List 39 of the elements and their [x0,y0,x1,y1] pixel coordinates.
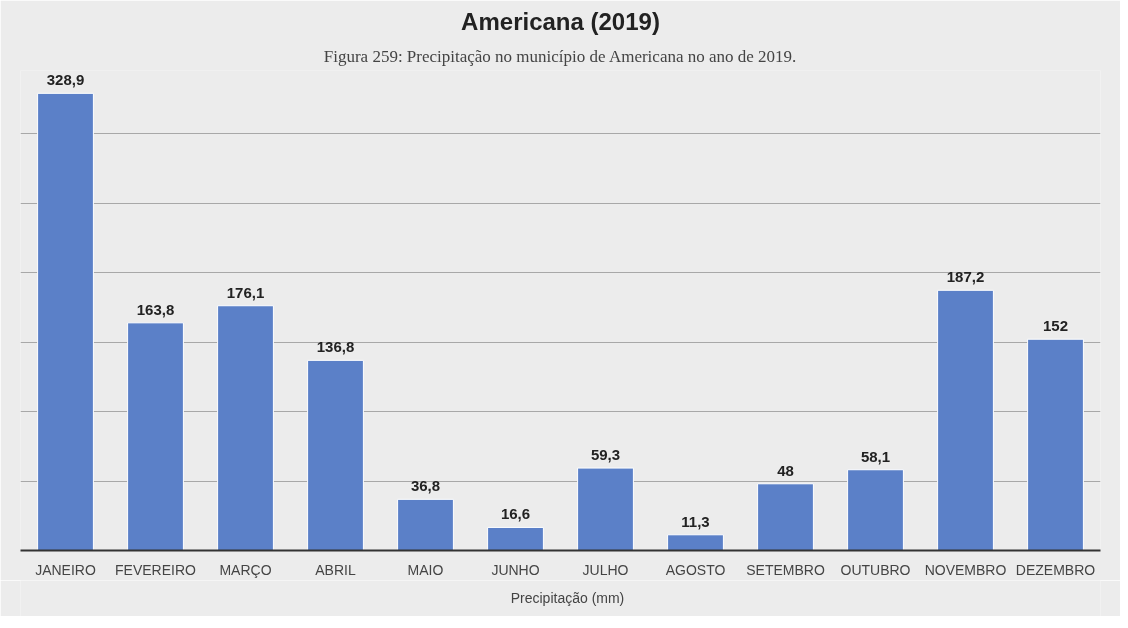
data-label: 36,8 [410,477,441,495]
chart-title: Americana (2019) [461,7,660,35]
data-label: 11,3 [681,512,710,530]
bar [937,289,994,551]
x-tick-label: AGOSTO [665,561,726,578]
bar [217,305,274,551]
data-label: 152 [1042,317,1069,335]
bar [127,322,184,551]
x-tick-label: JANEIRO [35,561,96,578]
x-tick-label: FEVEREIRO [115,561,197,578]
data-label: 328,9 [46,71,85,89]
x-tick-label: JULHO [582,561,629,578]
x-tick-label: DEZEMBRO [1015,561,1096,578]
bar [397,498,454,551]
x-tick-label: MAIO [407,561,444,578]
bar [307,359,364,551]
data-label: 136,8 [316,338,355,356]
bar [757,483,814,551]
x-tick-label: OUTUBRO [840,561,911,578]
data-label: 163,8 [136,300,175,318]
x-tick-label: ABRIL [315,561,356,578]
data-label: 58,1 [860,447,891,465]
x-tick-label: MARÇO [219,561,272,578]
data-label: 59,3 [590,446,621,464]
bar [577,467,634,551]
bar [487,526,544,551]
bar [37,92,94,551]
x-tick-label: JUNHO [491,561,540,578]
bar [847,469,904,551]
data-label: 176,1 [226,283,265,301]
x-tick-label: NOVEMBRO [924,561,1007,578]
data-label: 48 [777,461,794,479]
data-label: 16,6 [500,505,531,523]
x-tick-label: SETEMBRO [746,561,825,578]
bar [667,534,724,551]
text: Figura 259: Precipitação no município de Americana no ano de 2019. [323,46,797,66]
bar [1027,338,1084,551]
data-label: 187,2 [946,268,985,286]
text: Precipitação (mm) [510,590,625,606]
